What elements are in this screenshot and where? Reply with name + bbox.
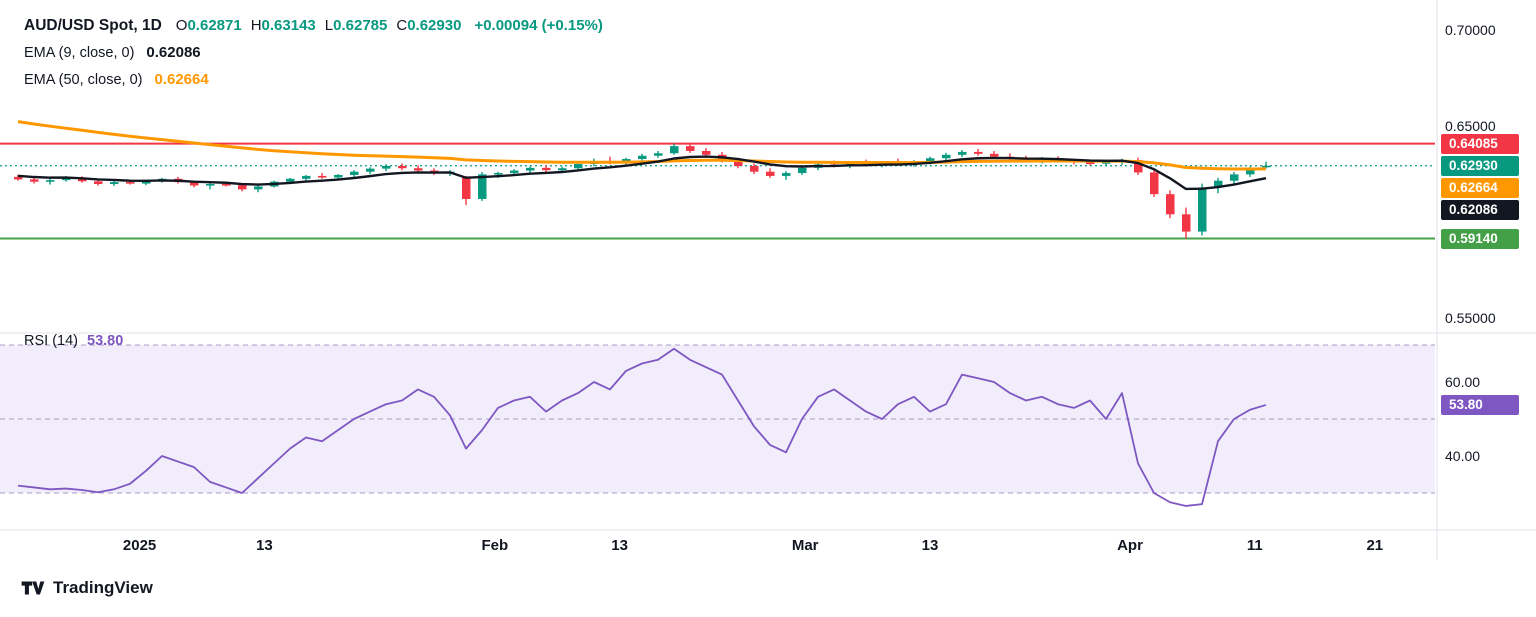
low-value: L0.62785 <box>324 17 388 34</box>
rsi-axis-label[interactable]: 60.00 <box>1445 374 1481 390</box>
ema50-legend-label[interactable]: EMA (50, close, 0) <box>24 71 143 88</box>
rsi-legend: RSI (14) 53.80 <box>24 333 123 349</box>
ema50-legend-value: 0.62664 <box>154 71 209 88</box>
price-axis[interactable]: 0.70000 0.65000 0.55000 0.64085 0.62930 0.626… <box>1441 0 1536 560</box>
chart-legend: AUD/USD Spot, 1D O0.62871 H0.63143 L0.62… <box>24 12 603 93</box>
time-axis-label[interactable]: 21 <box>1366 537 1384 554</box>
rsi-value-badge[interactable]: 53.80 <box>1441 394 1519 415</box>
ema50-row: EMA (50, close, 0) 0.62664 <box>24 66 603 93</box>
rsi-legend-label[interactable]: RSI (14) <box>24 333 78 349</box>
ema9-legend-value: 0.62086 <box>146 44 201 61</box>
time-axis-label[interactable]: Feb <box>481 537 509 554</box>
rsi-legend-value: 53.80 <box>87 333 124 349</box>
ema50-price-badge[interactable]: 0.62664 <box>1441 177 1519 198</box>
time-axis-label[interactable]: 11 <box>1246 537 1263 554</box>
time-axis-label[interactable]: 13 <box>256 537 273 554</box>
time-axis-label[interactable]: 13 <box>921 537 939 554</box>
time-axis-label[interactable]: Apr <box>1117 537 1143 554</box>
open-value: O0.62871 <box>175 17 242 34</box>
price-axis-label[interactable]: 0.70000 <box>1445 22 1496 38</box>
ema9-legend-label[interactable]: EMA (9, close, 0) <box>24 44 135 61</box>
price-axis-label[interactable]: 0.55000 <box>1445 310 1496 326</box>
symbol-title[interactable]: AUD/USD Spot, 1D <box>24 16 162 34</box>
symbol-row: AUD/USD Spot, 1D O0.62871 H0.63143 L0.62… <box>24 12 603 39</box>
ema9-price-badge[interactable]: 0.62086 <box>1441 199 1519 220</box>
tradingview-icon <box>21 581 45 595</box>
close-value: C0.62930 <box>396 17 462 34</box>
tradingview-logo[interactable]: TradingView <box>20 577 153 599</box>
price-axis-label[interactable]: 0.65000 <box>1445 118 1496 134</box>
tradingview-wordmark: TradingView <box>53 578 153 597</box>
ema9-row: EMA (9, close, 0) 0.62086 <box>24 39 603 66</box>
resistance-price-badge[interactable]: 0.64085 <box>1441 133 1519 154</box>
time-axis[interactable]: 2025 13 Feb 13 Mar 13 Apr 11 21 <box>0 532 1436 560</box>
time-axis-label[interactable]: 2025 <box>122 537 157 554</box>
last-price-badge[interactable]: 0.62930 <box>1441 155 1519 176</box>
rsi-axis-label[interactable]: 40.00 <box>1445 448 1481 464</box>
high-value: H0.63143 <box>250 17 316 34</box>
change-value: +0.00094 (+0.15%) <box>474 17 603 34</box>
time-axis-label[interactable]: 13 <box>611 537 628 554</box>
support-price-badge[interactable]: 0.59140 <box>1441 228 1519 249</box>
time-axis-label[interactable]: Mar <box>791 537 819 554</box>
